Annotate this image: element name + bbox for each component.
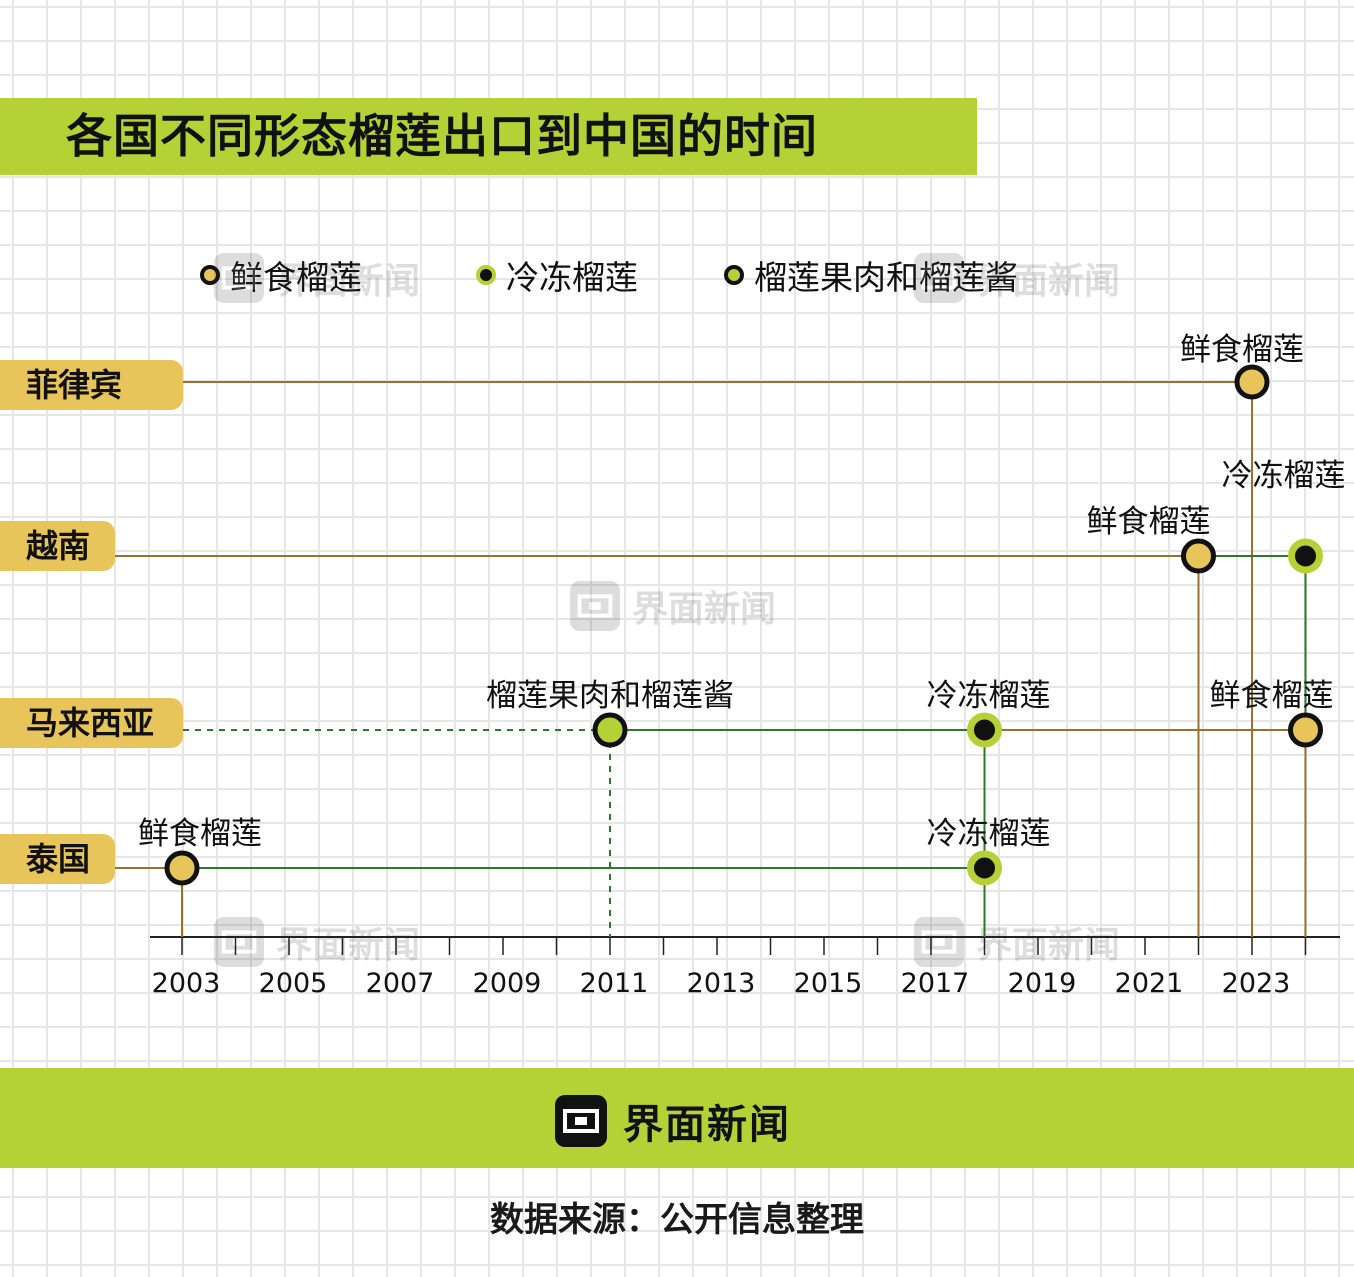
event-marker bbox=[1234, 364, 1270, 400]
timeline-chart: 2003 2005 2007 2009 2011 2013 2015 2017 2019 2021… bbox=[115, 332, 1346, 999]
event-label: 鲜食榴莲 bbox=[1087, 504, 1211, 540]
x-tick-label: 2021 bbox=[1115, 968, 1184, 999]
legend: 鲜食榴莲 冷冻榴莲 榴莲果肉和榴莲酱 bbox=[0, 250, 1354, 300]
chart-title: 各国不同形态榴莲出口到中国的时间 bbox=[66, 109, 818, 163]
title-bar: 各国不同形态榴莲出口到中国的时间 bbox=[0, 98, 977, 175]
country-label-malaysia: 马来西亚 bbox=[0, 698, 183, 748]
event-label: 冷冻榴莲 bbox=[1222, 458, 1346, 494]
event-label: 鲜食榴莲 bbox=[1180, 332, 1304, 368]
brand-name: 界面新闻 bbox=[623, 1102, 791, 1148]
event-label: 冷冻榴莲 bbox=[927, 816, 1051, 852]
brand-logo-icon bbox=[555, 1095, 607, 1147]
event-marker bbox=[1181, 538, 1216, 574]
legend-dot-pulp-icon bbox=[724, 265, 744, 285]
event-label: 鲜食榴莲 bbox=[1210, 678, 1334, 714]
legend-item-frozen: 冷冻榴莲 bbox=[476, 250, 638, 300]
legend-label-fresh: 鲜食榴莲 bbox=[230, 258, 362, 297]
legend-label-pulp: 榴莲果肉和榴莲酱 bbox=[754, 258, 1018, 297]
event-label: 榴莲果肉和榴莲酱 bbox=[486, 678, 734, 714]
legend-item-fresh: 鲜食榴莲 bbox=[200, 250, 362, 300]
event-marker bbox=[967, 850, 1002, 886]
x-tick-label: 2019 bbox=[1008, 968, 1077, 999]
brand: 界面新闻 bbox=[555, 1095, 791, 1148]
legend-label-frozen: 冷冻榴莲 bbox=[506, 258, 638, 297]
event-marker bbox=[967, 712, 1002, 748]
country-label-thailand: 泰国 bbox=[0, 834, 115, 884]
event-marker bbox=[1288, 538, 1323, 574]
x-tick-label: 2007 bbox=[366, 968, 435, 999]
legend-item-pulp: 榴莲果肉和榴莲酱 bbox=[724, 250, 1018, 300]
legend-dot-fresh-icon bbox=[200, 265, 220, 285]
event-marker bbox=[164, 850, 200, 886]
source-note: 数据来源：公开信息整理 bbox=[490, 1200, 864, 1240]
country-label-philippines: 菲律宾 bbox=[0, 360, 183, 410]
x-tick-label: 2017 bbox=[901, 968, 970, 999]
x-tick-label: 2009 bbox=[473, 968, 542, 999]
x-tick-label: 2015 bbox=[794, 968, 863, 999]
event-label: 鲜食榴莲 bbox=[138, 816, 262, 852]
x-tick-label: 2011 bbox=[580, 968, 649, 999]
event-marker bbox=[592, 712, 628, 748]
legend-dot-frozen-icon bbox=[476, 265, 496, 285]
x-tick-label: 2023 bbox=[1222, 968, 1291, 999]
country-label-vietnam: 越南 bbox=[0, 521, 115, 571]
event-marker bbox=[1288, 712, 1323, 748]
x-tick-label: 2003 bbox=[152, 968, 221, 999]
footer-bar: 界面新闻 bbox=[0, 1068, 1354, 1168]
event-label: 冷冻榴莲 bbox=[927, 678, 1051, 714]
x-tick-label: 2005 bbox=[259, 968, 328, 999]
x-tick-label: 2013 bbox=[687, 968, 756, 999]
